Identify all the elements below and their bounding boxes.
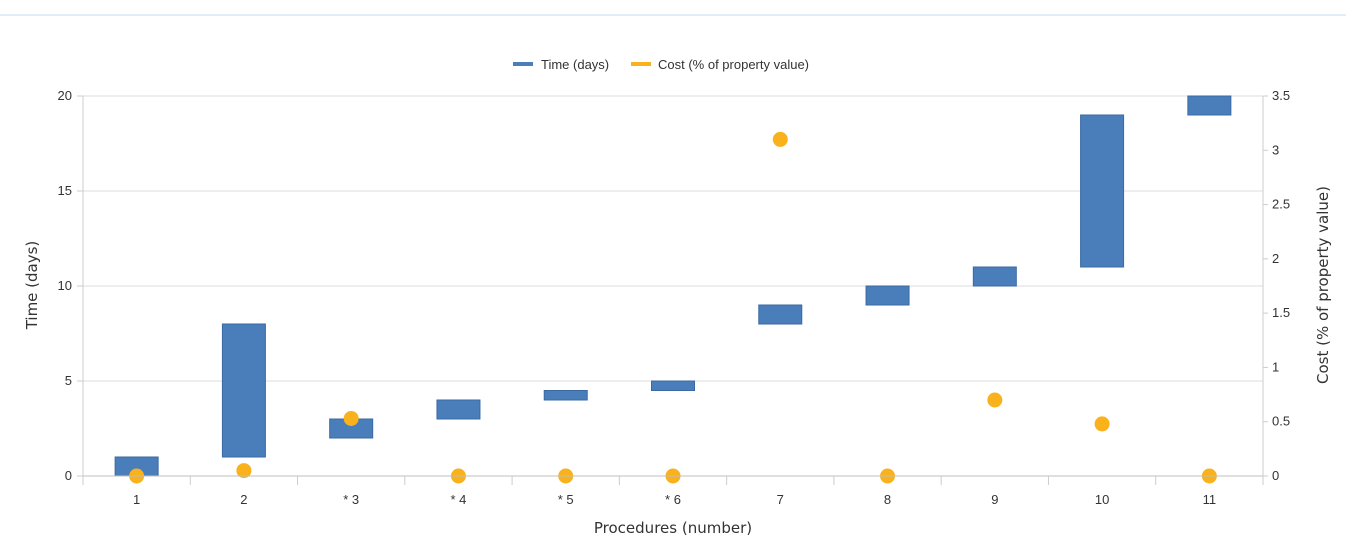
time-bar-5 [651,380,695,391]
time-bar-10 [1187,95,1232,116]
legend-label-time: Time (days) [541,57,609,72]
y2-tick-label-2: 1 [1272,359,1279,374]
y2-tick-label-6: 3 [1272,142,1279,157]
x-tick-label-1: 2 [240,492,247,507]
y2-tick-label-0: 0 [1272,468,1279,483]
legend-label-cost: Cost (% of property value) [658,57,809,72]
cost-point-8 [987,392,1003,408]
y2-tick-label-3: 1.5 [1272,305,1290,320]
x-tick-label-8: 9 [991,492,998,507]
y-tick-label-0: 0 [65,468,72,483]
x-tick-label-2: * 3 [343,492,359,507]
time-bar-6 [758,304,803,325]
time-bar-7 [865,285,910,306]
x-tick-label-4: * 5 [558,492,574,507]
y2-axis-title: Cost (% of property value) [1314,186,1332,384]
y-tick-label-4: 20 [58,88,72,103]
time-bar-1 [221,323,266,458]
axes: 0 5 10 15 20 0 0.5 1 1.5 2 2.5 3 3.5 1 2 * 3 * 4 * 5 * 6 7 8… [58,88,1291,507]
y-tick-label-3: 15 [58,183,72,198]
y2-tick-label-5: 2.5 [1272,197,1290,212]
time-bar-8 [972,266,1017,287]
y2-tick-label-7: 3.5 [1272,88,1290,103]
time-bar-3 [436,399,481,420]
time-bar-4 [543,390,588,401]
cost-point-6 [772,131,788,147]
x-tick-label-0: 1 [133,492,140,507]
x-tick-label-3: * 4 [451,492,467,507]
cost-point-2 [343,410,359,426]
x-tick-label-10: 11 [1203,492,1217,507]
y2-tick-label-4: 2 [1272,251,1279,266]
x-tick-label-9: 10 [1095,492,1109,507]
y-axis-title: Time (days) [23,241,41,331]
legend-swatch-time [513,62,533,66]
y-tick-label-2: 10 [58,278,72,293]
time-bar-9 [1080,114,1125,268]
y-tick-label-1: 5 [65,373,72,388]
legend: Time (days) Cost (% of property value) [513,57,809,72]
legend-swatch-cost [631,62,651,66]
cost-points [129,131,1217,484]
cost-point-9 [1094,416,1110,432]
x-tick-label-6: 7 [777,492,784,507]
x-axis-title: Procedures (number) [594,519,752,537]
time-bars [114,95,1232,477]
top-header-strip [0,0,1346,16]
y2-tick-label-1: 0.5 [1272,414,1290,429]
cost-point-1 [236,463,252,479]
x-tick-label-5: * 6 [665,492,681,507]
x-tick-label-7: 8 [884,492,891,507]
